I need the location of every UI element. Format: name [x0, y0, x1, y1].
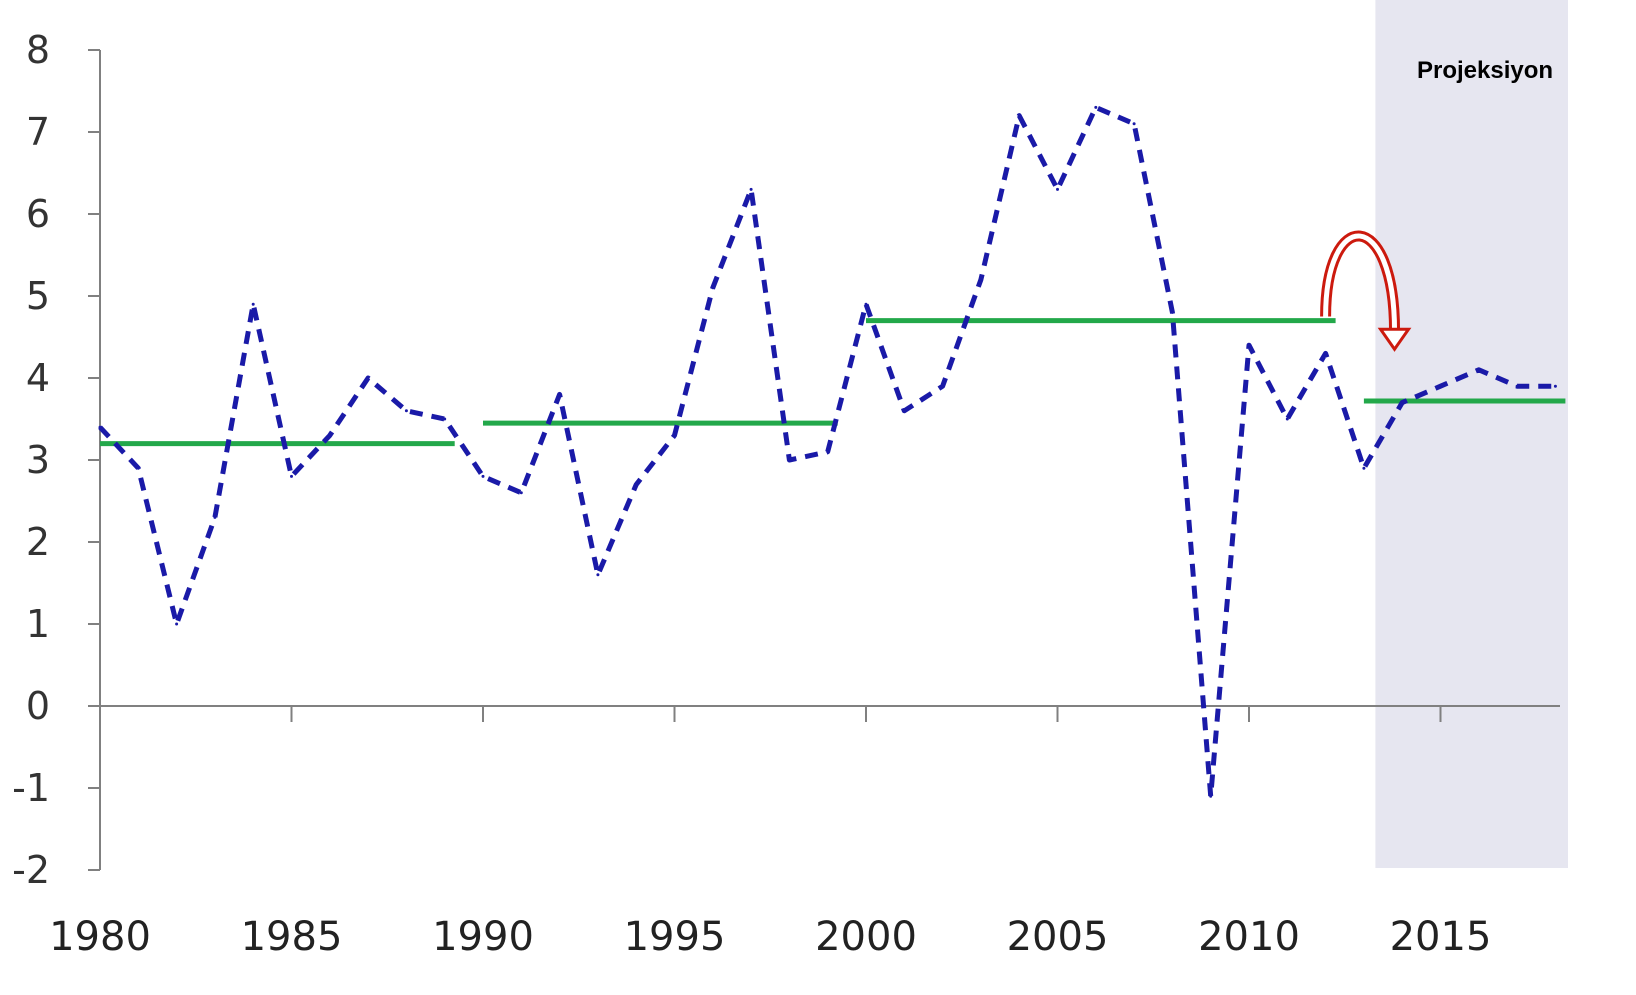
- data-point: [481, 474, 485, 478]
- x-tick-label: 1990: [432, 914, 534, 960]
- data-point: [1017, 114, 1021, 118]
- data-point: [1515, 384, 1519, 388]
- data-point: [251, 302, 255, 306]
- data-point: [1056, 187, 1059, 191]
- data-point: [826, 450, 830, 454]
- data-point: [519, 491, 523, 495]
- y-tick-label: -2: [12, 848, 50, 892]
- data-point: [902, 409, 906, 413]
- data-point: [1209, 794, 1213, 798]
- data-point: [1094, 105, 1098, 109]
- projection-band: [1375, 0, 1568, 868]
- data-point: [1324, 351, 1328, 355]
- data-point: [596, 573, 600, 577]
- data-point: [136, 466, 140, 470]
- y-tick-label: -1: [12, 766, 50, 810]
- data-point: [1400, 401, 1404, 405]
- data-point: [711, 286, 715, 290]
- y-tick-label: 7: [26, 110, 50, 154]
- data-point: [1247, 343, 1251, 347]
- data-point: [673, 433, 676, 437]
- x-tick-label: 2015: [1390, 914, 1492, 960]
- x-tick-label: 2005: [1007, 914, 1109, 960]
- y-tick-label: 3: [26, 438, 50, 482]
- data-point: [366, 376, 370, 380]
- shift-arrow: [1320, 230, 1412, 352]
- y-axis: -2 -1 0 1 2 3 4 5 6 7 8: [12, 28, 101, 892]
- y-tick-label: 6: [26, 192, 50, 236]
- x-tick-label: 2000: [815, 914, 917, 960]
- data-point: [98, 425, 102, 429]
- data-point: [979, 278, 983, 282]
- data-point: [404, 409, 408, 413]
- x-tick-label: 1980: [49, 914, 151, 960]
- x-tick-label: 1995: [624, 914, 726, 960]
- data-point: [290, 474, 293, 478]
- data-point: [787, 458, 791, 462]
- period-averages: [100, 318, 1566, 447]
- arrow-head: [1377, 327, 1412, 352]
- x-tick-label: 2010: [1198, 914, 1300, 960]
- y-tick-label: 1: [26, 602, 50, 646]
- data-point: [328, 433, 332, 437]
- growth-series: [98, 104, 1557, 799]
- data-point: [558, 392, 562, 396]
- projection-label: Projeksiyon: [1417, 57, 1553, 84]
- y-tick-label: 4: [26, 356, 50, 400]
- x-axis: 1980 1985 1990 1995 2000 2005 2010 2015: [49, 705, 1560, 960]
- data-point: [443, 417, 447, 421]
- data-point: [213, 515, 217, 519]
- y-tick-label: 5: [26, 274, 50, 318]
- y-tick-label: 2: [26, 520, 50, 564]
- x-tick-label: 1985: [241, 914, 343, 960]
- data-point: [634, 483, 638, 487]
- y-tick-label: 0: [26, 684, 50, 728]
- arrow-body-inner: [1323, 233, 1398, 332]
- data-point: [1553, 384, 1557, 388]
- data-point: [749, 187, 753, 191]
- data-point: [1439, 384, 1442, 388]
- data-point: [1362, 466, 1366, 470]
- data-point: [1285, 417, 1289, 421]
- data-point: [175, 622, 179, 626]
- data-point: [864, 302, 868, 306]
- y-tick-label: 8: [26, 28, 50, 72]
- data-point: [941, 384, 945, 388]
- data-point: [1132, 122, 1136, 126]
- data-point: [1477, 368, 1481, 372]
- data-point: [1170, 310, 1174, 314]
